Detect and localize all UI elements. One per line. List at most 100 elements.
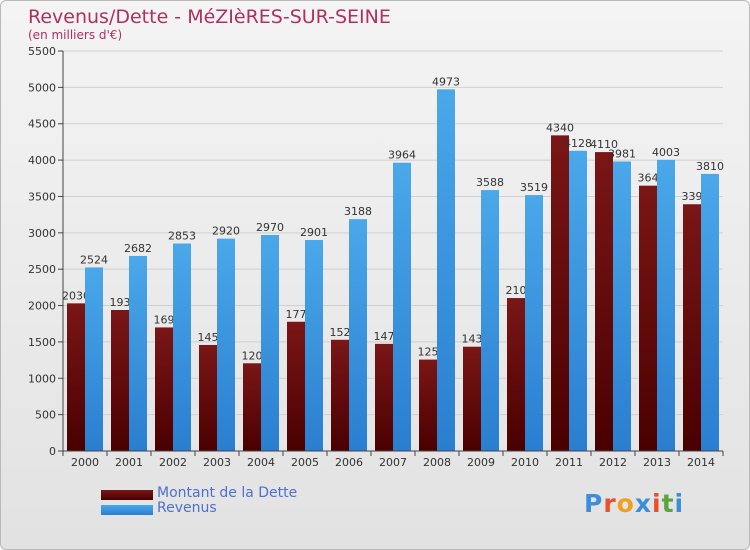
data-label-dette: 169 xyxy=(154,313,175,326)
x-tick-label: 2004 xyxy=(247,456,275,469)
data-label-dette: 339 xyxy=(682,190,703,203)
data-label-revenus: 4003 xyxy=(652,146,680,159)
legend-swatch-revenus xyxy=(101,505,153,515)
bar-dette xyxy=(375,343,393,451)
x-tick-label: 2012 xyxy=(599,456,627,469)
legend-label-revenus: Revenus xyxy=(157,500,217,516)
logo-letter: i xyxy=(652,489,662,518)
legend-swatch-dette xyxy=(101,490,153,500)
bar-dette xyxy=(111,309,129,451)
bar-revenus xyxy=(437,89,455,451)
data-label-dette: 4110 xyxy=(590,138,618,151)
data-label-revenus: 3981 xyxy=(608,147,636,160)
y-tick-label: 2500 xyxy=(28,263,56,276)
bar-dette xyxy=(331,339,349,451)
y-tick-label: 4500 xyxy=(28,118,56,131)
bar-revenus xyxy=(173,243,191,451)
y-tick-label: 4000 xyxy=(28,154,56,167)
data-label-revenus: 3810 xyxy=(696,160,724,173)
data-label-revenus: 2853 xyxy=(168,230,196,243)
y-tick-label: 3000 xyxy=(28,227,56,240)
bar-revenus xyxy=(569,150,587,452)
x-tick-label: 2009 xyxy=(467,456,495,469)
bar-dette xyxy=(683,204,701,451)
x-tick-label: 2003 xyxy=(203,456,231,469)
bar-dette xyxy=(639,185,657,451)
x-tick-label: 2010 xyxy=(511,456,539,469)
logo-letter: x xyxy=(634,489,652,518)
data-label-dette: 152 xyxy=(330,326,351,339)
bar-dette xyxy=(419,359,437,451)
data-label-revenus: 3188 xyxy=(344,205,372,218)
data-label-dette: 4340 xyxy=(546,121,574,134)
logo-letter: r xyxy=(603,489,617,518)
y-tick-label: 5000 xyxy=(28,81,56,94)
bar-revenus xyxy=(217,238,235,451)
data-label-revenus: 3964 xyxy=(388,149,416,162)
bar-dette xyxy=(243,363,261,451)
data-label-dette: 193 xyxy=(110,296,131,309)
bar-revenus xyxy=(657,159,675,451)
data-label-revenus: 2970 xyxy=(256,221,284,234)
data-label-revenus: 3519 xyxy=(520,181,548,194)
bar-revenus xyxy=(349,219,367,451)
data-label-revenus: 3588 xyxy=(476,176,504,189)
bar-revenus xyxy=(613,161,631,452)
y-tick-label: 500 xyxy=(35,409,56,422)
bar-dette xyxy=(595,152,613,451)
y-tick-label: 5500 xyxy=(28,45,56,58)
x-tick-label: 2014 xyxy=(687,456,715,469)
y-tick-label: 1500 xyxy=(28,336,56,349)
bar-dette xyxy=(551,135,569,451)
x-tick-label: 2001 xyxy=(115,456,143,469)
data-label-dette: 364 xyxy=(638,172,659,185)
data-label-revenus: 2920 xyxy=(212,225,240,238)
bar-dette xyxy=(155,327,173,451)
data-label-revenus: 4128 xyxy=(564,137,592,150)
chart-subtitle: (en milliers d'€) xyxy=(28,28,123,42)
data-label-revenus: 2682 xyxy=(124,242,152,255)
proxiti-logo: Proxiti xyxy=(584,489,684,518)
bar-revenus xyxy=(129,255,147,451)
bar-dette xyxy=(199,344,217,451)
bar-revenus xyxy=(481,190,499,451)
bar-revenus xyxy=(393,162,411,451)
y-tick-label: 3500 xyxy=(28,190,56,203)
x-tick-label: 2006 xyxy=(335,456,363,469)
bar-revenus xyxy=(85,267,103,451)
logo-letter: P xyxy=(584,489,604,518)
data-label-dette: 143 xyxy=(462,333,483,346)
y-tick-label: 0 xyxy=(49,445,56,458)
bar-dette xyxy=(287,321,305,451)
chart-title: Revenus/Dette - MéZIèRES-SUR-SEINE xyxy=(28,6,391,28)
data-label-dette: 120 xyxy=(242,349,263,362)
data-label-revenus: 4973 xyxy=(432,75,460,88)
bar-dette xyxy=(463,346,481,451)
legend-label-dette: Montant de la Dette xyxy=(157,485,298,501)
x-tick-label: 2002 xyxy=(159,456,187,469)
logo-letter: i xyxy=(674,489,685,518)
data-label-revenus: 2524 xyxy=(80,253,108,266)
data-label-revenus: 2901 xyxy=(300,226,328,239)
bar-revenus xyxy=(261,235,279,451)
bar-revenus xyxy=(701,173,719,451)
x-tick-label: 2007 xyxy=(379,456,407,469)
y-tick-label: 1000 xyxy=(28,372,56,385)
data-label-dette: 145 xyxy=(198,331,219,344)
bar-dette xyxy=(507,298,525,451)
bar-revenus xyxy=(305,240,323,451)
data-label-dette: 177 xyxy=(286,308,307,321)
data-label-dette: 147 xyxy=(374,330,395,343)
data-label-dette: 125 xyxy=(418,346,439,359)
data-label-dette: 210 xyxy=(506,284,527,297)
x-tick-label: 2008 xyxy=(423,456,451,469)
x-tick-label: 2011 xyxy=(555,456,583,469)
x-tick-label: 2000 xyxy=(71,456,99,469)
data-label-dette: 2030 xyxy=(62,289,90,302)
logo-letter: t xyxy=(661,489,675,518)
bar-revenus xyxy=(525,195,543,451)
x-tick-label: 2013 xyxy=(643,456,671,469)
bar-dette xyxy=(67,303,85,451)
